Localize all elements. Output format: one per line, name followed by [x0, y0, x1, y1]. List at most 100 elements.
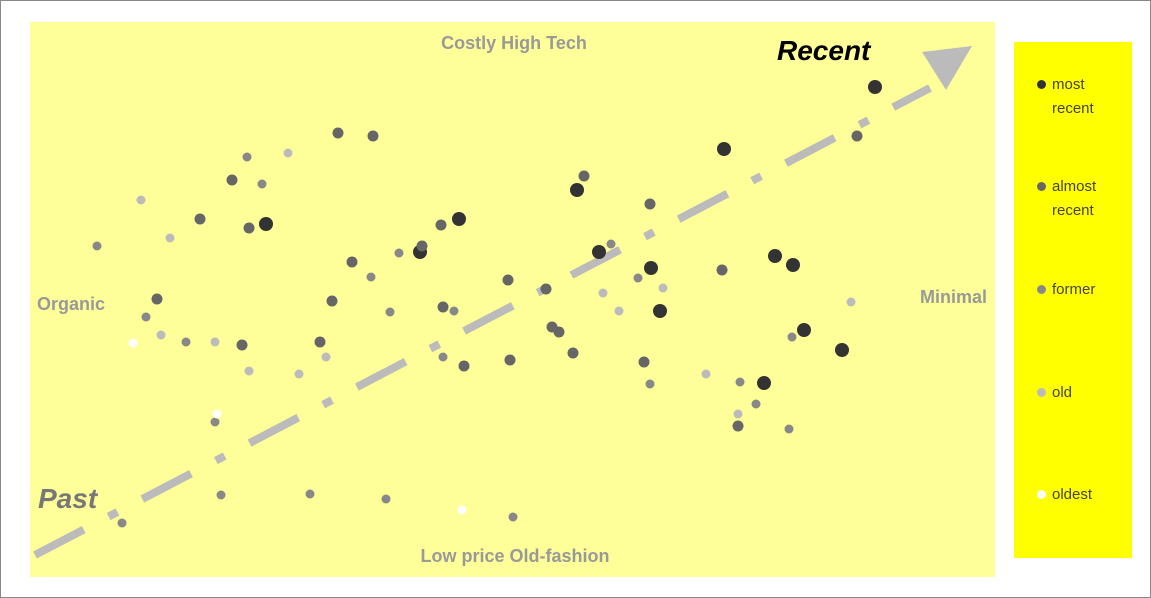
dot — [92, 241, 102, 251]
dot — [570, 183, 584, 197]
dot — [733, 409, 743, 419]
dot — [653, 304, 667, 318]
dot — [633, 273, 643, 283]
legend-label: almost recent — [1052, 178, 1097, 219]
dot — [658, 283, 668, 293]
dot — [332, 127, 344, 139]
dot — [717, 142, 731, 156]
dot — [797, 323, 811, 337]
dot — [784, 424, 794, 434]
dot — [136, 195, 146, 205]
dot — [194, 213, 206, 225]
legend-dot — [1037, 182, 1046, 191]
dot — [598, 288, 608, 298]
dot — [216, 490, 226, 500]
dot — [181, 337, 191, 347]
dot — [438, 352, 448, 362]
dot — [244, 366, 254, 376]
dot — [851, 130, 863, 142]
dot — [257, 179, 267, 189]
dot — [305, 489, 315, 499]
dot — [212, 409, 222, 419]
dot — [768, 249, 782, 263]
dot — [156, 330, 166, 340]
dot — [868, 80, 882, 94]
dot — [314, 336, 326, 348]
plot-area — [30, 22, 995, 577]
legend-dot — [1037, 388, 1046, 397]
right-label: Minimal — [920, 287, 987, 307]
dot — [846, 297, 856, 307]
dot — [294, 369, 304, 379]
dot — [567, 347, 579, 359]
dot — [385, 307, 395, 317]
dot — [606, 239, 616, 249]
dot — [449, 306, 459, 316]
dot — [437, 301, 449, 313]
dot — [644, 198, 656, 210]
dot — [242, 152, 252, 162]
dot — [701, 369, 711, 379]
arrow-end-label: Recent — [777, 35, 872, 66]
top-label: Costly High Tech — [441, 33, 587, 53]
dot — [259, 217, 273, 231]
dot — [367, 130, 379, 142]
dot — [366, 272, 376, 282]
dot — [435, 219, 447, 231]
arrow-head — [922, 46, 972, 90]
dot — [210, 337, 220, 347]
dot — [835, 343, 849, 357]
dot — [716, 264, 728, 276]
legend-box — [1014, 42, 1132, 558]
dot — [326, 295, 338, 307]
dot — [165, 233, 175, 243]
dot — [644, 261, 658, 275]
bottom-label: Low price Old-fashion — [420, 546, 609, 566]
dot — [787, 332, 797, 342]
dot — [243, 222, 255, 234]
dot — [128, 338, 138, 348]
dot — [416, 240, 428, 252]
dot — [578, 170, 590, 182]
dot — [751, 399, 761, 409]
dot — [614, 306, 624, 316]
legend-label: most recent — [1052, 76, 1094, 117]
dot — [141, 312, 151, 322]
legend-label: oldest — [1052, 486, 1093, 503]
legend-label: former — [1052, 281, 1096, 298]
dot — [457, 505, 467, 515]
arrow-start-label: Past — [38, 483, 99, 514]
dot — [381, 494, 391, 504]
legend-dot — [1037, 490, 1046, 499]
legend-label: old — [1052, 384, 1073, 401]
dot — [645, 379, 655, 389]
dot — [458, 360, 470, 372]
dot — [226, 174, 238, 186]
dot — [151, 293, 163, 305]
dot — [638, 356, 650, 368]
left-label: Organic — [37, 294, 105, 314]
dot — [735, 377, 745, 387]
dot — [553, 326, 565, 338]
dot — [508, 512, 518, 522]
dot — [502, 274, 514, 286]
dot — [117, 518, 127, 528]
legend-dot — [1037, 285, 1046, 294]
dot — [321, 352, 331, 362]
dot — [504, 354, 516, 366]
dot — [283, 148, 293, 158]
dot — [592, 245, 606, 259]
dot — [732, 420, 744, 432]
dot — [540, 283, 552, 295]
dot — [346, 256, 358, 268]
dot — [786, 258, 800, 272]
dot — [236, 339, 248, 351]
dot — [757, 376, 771, 390]
dot — [394, 248, 404, 258]
dot — [210, 417, 220, 427]
dot — [452, 212, 466, 226]
legend-dot — [1037, 80, 1046, 89]
dots — [92, 80, 882, 528]
